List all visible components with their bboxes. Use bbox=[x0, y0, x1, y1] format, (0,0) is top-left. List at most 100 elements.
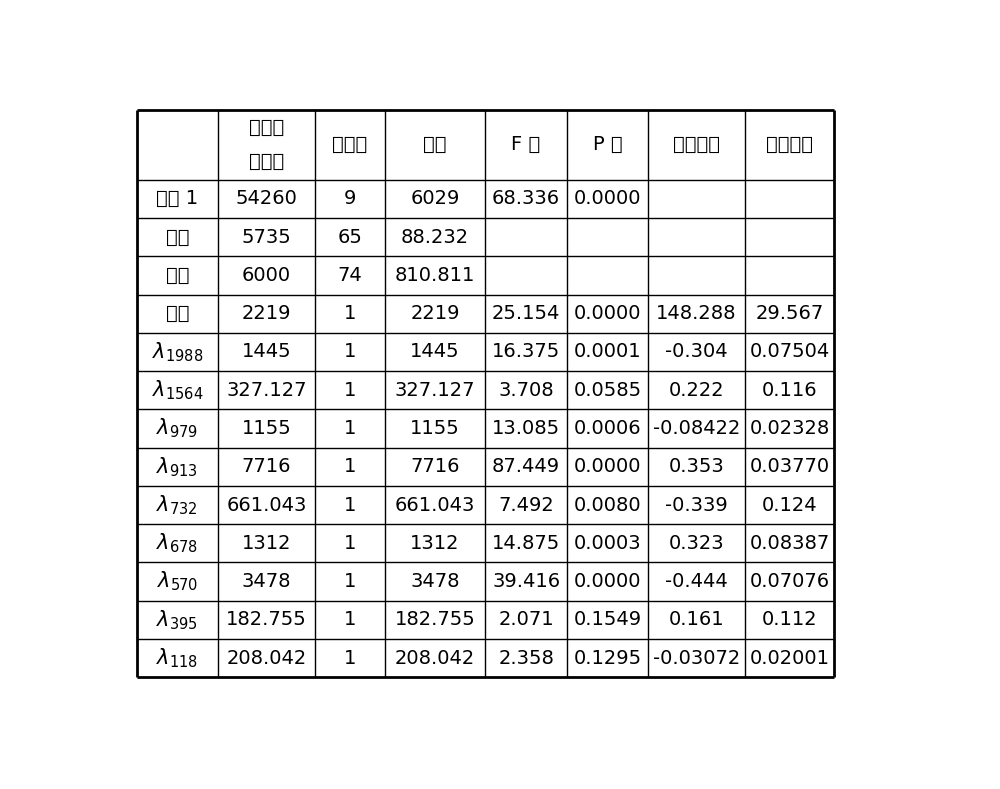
Text: 810.811: 810.811 bbox=[395, 266, 475, 285]
Text: 327.127: 327.127 bbox=[226, 381, 307, 400]
Text: $\lambda_{913}$: $\lambda_{913}$ bbox=[156, 455, 198, 479]
Text: 1: 1 bbox=[344, 649, 356, 667]
Text: 0.112: 0.112 bbox=[762, 611, 817, 630]
Text: 1: 1 bbox=[344, 495, 356, 514]
Text: 0.116: 0.116 bbox=[762, 381, 817, 400]
Text: 39.416: 39.416 bbox=[492, 572, 560, 591]
Text: 0.1295: 0.1295 bbox=[573, 649, 642, 667]
Text: $\lambda_{570}$: $\lambda_{570}$ bbox=[157, 570, 198, 593]
Text: 总和: 总和 bbox=[166, 266, 189, 285]
Text: 5735: 5735 bbox=[242, 228, 291, 247]
Text: 0.0000: 0.0000 bbox=[574, 189, 641, 208]
Text: 0.124: 0.124 bbox=[762, 495, 817, 514]
Text: 0.07504: 0.07504 bbox=[749, 342, 830, 361]
Text: 误差: 误差 bbox=[166, 228, 189, 247]
Text: 327.127: 327.127 bbox=[395, 381, 475, 400]
Text: 0.222: 0.222 bbox=[669, 381, 724, 400]
Text: $\lambda_{118}$: $\lambda_{118}$ bbox=[156, 646, 198, 670]
Text: 0.02001: 0.02001 bbox=[750, 649, 830, 667]
Text: 2219: 2219 bbox=[242, 305, 291, 323]
Text: 74: 74 bbox=[337, 266, 362, 285]
Text: -0.03072: -0.03072 bbox=[653, 649, 740, 667]
Text: 208.042: 208.042 bbox=[395, 649, 475, 667]
Text: 88.232: 88.232 bbox=[401, 228, 469, 247]
Text: 3.708: 3.708 bbox=[498, 381, 554, 400]
Text: 87.449: 87.449 bbox=[492, 458, 560, 477]
Text: 182.755: 182.755 bbox=[395, 611, 475, 630]
Text: 13.085: 13.085 bbox=[492, 419, 560, 438]
Text: 1: 1 bbox=[344, 611, 356, 630]
Text: 29.567: 29.567 bbox=[755, 305, 824, 323]
Text: 自由度: 自由度 bbox=[332, 135, 367, 155]
Text: 9: 9 bbox=[344, 189, 356, 208]
Text: -0.339: -0.339 bbox=[665, 495, 728, 514]
Text: 1: 1 bbox=[344, 305, 356, 323]
Text: 1155: 1155 bbox=[242, 419, 291, 438]
Text: 模型 1: 模型 1 bbox=[156, 189, 198, 208]
Text: 1: 1 bbox=[344, 534, 356, 553]
Text: 1312: 1312 bbox=[242, 534, 291, 553]
Text: 截距: 截距 bbox=[166, 305, 189, 323]
Text: 25.154: 25.154 bbox=[492, 305, 560, 323]
Text: 1445: 1445 bbox=[242, 342, 291, 361]
Text: 1: 1 bbox=[344, 381, 356, 400]
Text: $\lambda_{678}$: $\lambda_{678}$ bbox=[156, 532, 198, 555]
Text: -0.444: -0.444 bbox=[665, 572, 728, 591]
Text: 54260: 54260 bbox=[236, 189, 297, 208]
Text: 16.375: 16.375 bbox=[492, 342, 560, 361]
Text: 661.043: 661.043 bbox=[226, 495, 307, 514]
Text: 1312: 1312 bbox=[410, 534, 460, 553]
Text: 7.492: 7.492 bbox=[498, 495, 554, 514]
Text: -0.08422: -0.08422 bbox=[653, 419, 740, 438]
Text: 标准误差: 标准误差 bbox=[766, 135, 813, 155]
Text: P 値: P 値 bbox=[593, 135, 622, 155]
Text: 0.1549: 0.1549 bbox=[573, 611, 642, 630]
Text: 6000: 6000 bbox=[242, 266, 291, 285]
Text: 0.0000: 0.0000 bbox=[574, 305, 641, 323]
Text: 回归系数: 回归系数 bbox=[673, 135, 720, 155]
Text: 1445: 1445 bbox=[410, 342, 460, 361]
Text: $\lambda_{1988}$: $\lambda_{1988}$ bbox=[152, 340, 203, 364]
Text: 0.161: 0.161 bbox=[669, 611, 724, 630]
Text: 661.043: 661.043 bbox=[395, 495, 475, 514]
Text: 方差: 方差 bbox=[423, 135, 447, 155]
Text: 1: 1 bbox=[344, 458, 356, 477]
Text: -0.304: -0.304 bbox=[665, 342, 728, 361]
Text: F 値: F 値 bbox=[511, 135, 541, 155]
Text: 0.0000: 0.0000 bbox=[574, 458, 641, 477]
Text: 1: 1 bbox=[344, 572, 356, 591]
Text: 离均差: 离均差 bbox=[249, 118, 284, 137]
Text: 0.0006: 0.0006 bbox=[574, 419, 641, 438]
Text: 0.353: 0.353 bbox=[669, 458, 724, 477]
Text: 148.288: 148.288 bbox=[656, 305, 737, 323]
Text: 1: 1 bbox=[344, 342, 356, 361]
Text: 2.071: 2.071 bbox=[498, 611, 554, 630]
Text: 14.875: 14.875 bbox=[492, 534, 560, 553]
Text: 2219: 2219 bbox=[410, 305, 460, 323]
Text: 2.358: 2.358 bbox=[498, 649, 554, 667]
Text: 0.08387: 0.08387 bbox=[749, 534, 830, 553]
Text: 7716: 7716 bbox=[242, 458, 291, 477]
Text: 0.0001: 0.0001 bbox=[574, 342, 641, 361]
Text: 0.0585: 0.0585 bbox=[573, 381, 642, 400]
Text: 1: 1 bbox=[344, 419, 356, 438]
Text: 1155: 1155 bbox=[410, 419, 460, 438]
Text: 0.0080: 0.0080 bbox=[574, 495, 641, 514]
Text: $\lambda_{395}$: $\lambda_{395}$ bbox=[156, 608, 198, 632]
Text: 7716: 7716 bbox=[410, 458, 460, 477]
Text: 0.02328: 0.02328 bbox=[749, 419, 830, 438]
Text: 平方和: 平方和 bbox=[249, 152, 284, 171]
Text: 208.042: 208.042 bbox=[226, 649, 307, 667]
Text: 3478: 3478 bbox=[410, 572, 460, 591]
Text: $\lambda_{732}$: $\lambda_{732}$ bbox=[156, 493, 198, 517]
Text: 0.323: 0.323 bbox=[669, 534, 724, 553]
Text: 0.03770: 0.03770 bbox=[750, 458, 830, 477]
Text: 0.0000: 0.0000 bbox=[574, 572, 641, 591]
Text: 3478: 3478 bbox=[242, 572, 291, 591]
Text: 65: 65 bbox=[337, 228, 362, 247]
Text: $\lambda_{979}$: $\lambda_{979}$ bbox=[156, 417, 198, 440]
Text: 182.755: 182.755 bbox=[226, 611, 307, 630]
Text: 6029: 6029 bbox=[410, 189, 460, 208]
Text: 0.07076: 0.07076 bbox=[750, 572, 830, 591]
Text: 68.336: 68.336 bbox=[492, 189, 560, 208]
